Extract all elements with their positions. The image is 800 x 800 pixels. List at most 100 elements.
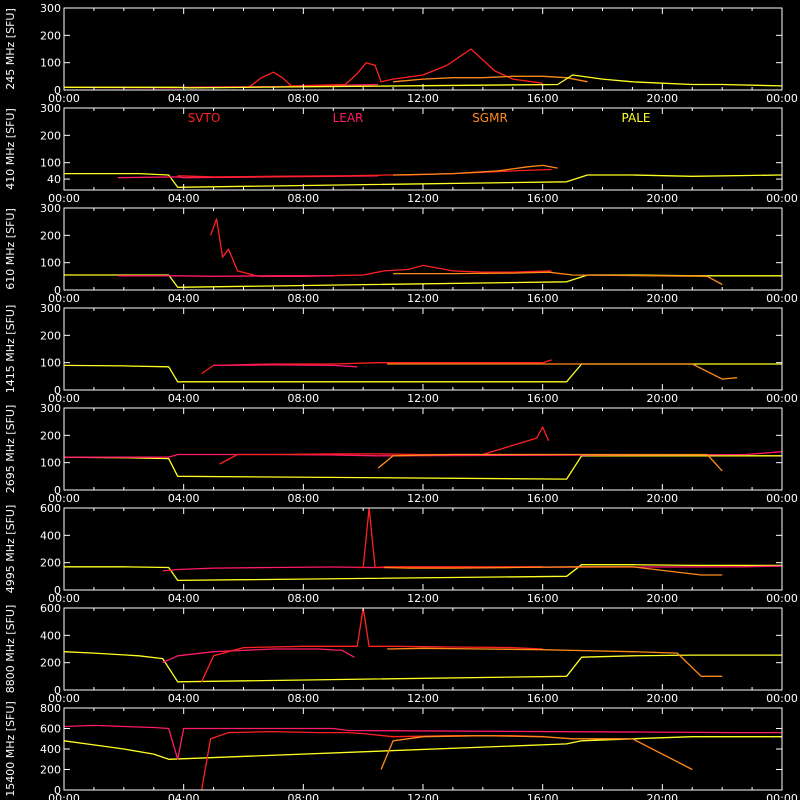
series-line-sgmr [377,453,723,472]
y-axis-label: 15400 MHz [SFU] [4,701,17,796]
x-tick-label: 00:00 [766,792,798,800]
x-tick-label: 16:00 [527,92,559,105]
x-tick-label: 00:00 [766,192,798,205]
x-tick-label: 12:00 [407,492,439,505]
panel-1: 40 100 200 300 00:00 04:00 08:00 12:00 16:00 20:0… [4,102,798,205]
x-tick-label: 16:00 [527,492,559,505]
panel-5: 0 200 400 600 00:00 04:00 08:00 12:00 16:00 20:00… [4,502,798,605]
y-tick-label: 300 [40,202,61,215]
y-tick-label: 200 [40,429,61,442]
x-tick-label: 16:00 [527,692,559,705]
y-tick-label: 200 [40,764,61,777]
y-tick-label: 0 [54,484,61,497]
series-line-lear [117,275,334,277]
x-tick-label: 20:00 [646,292,678,305]
x-tick-label: 20:00 [646,792,678,800]
series-line-pale [63,651,782,683]
x-tick-label: 00:00 [48,592,80,605]
y-tick-label: 100 [40,457,61,470]
x-tick-label: 12:00 [407,92,439,105]
series-line-sgmr [393,164,558,176]
x-tick-label: 12:00 [407,792,439,800]
series-line-pale [64,564,782,582]
series-line-pale [63,736,782,760]
legend-entry-svto: SVTO [188,111,221,125]
x-tick-label: 20:00 [646,492,678,505]
y-axis-label: 2695 MHz [SFU] [4,405,17,493]
panel-4: 0 100 200 300 00:00 04:00 08:00 12:00 16:00 20:00… [4,402,798,505]
x-tick-label: 20:00 [646,392,678,405]
x-tick-label: 20:00 [646,92,678,105]
y-tick-label: 100 [40,157,61,170]
x-tick-label: 08:00 [287,792,319,800]
x-tick-label: 04:00 [168,192,200,205]
y-tick-label: 100 [40,257,61,270]
x-tick-label: 16:00 [527,292,559,305]
series-line-svto [209,218,552,277]
series-line-sgmr [380,735,693,771]
series-line-svto [219,426,550,465]
x-tick-label: 00:00 [48,692,80,705]
y-tick-label: 200 [40,129,61,142]
x-tick-label: 04:00 [168,92,200,105]
y-tick-label: 200 [40,557,61,570]
x-tick-label: 20:00 [646,592,678,605]
series-line-sgmr [387,363,738,380]
x-tick-label: 00:00 [48,792,80,800]
x-tick-label: 08:00 [287,92,319,105]
x-tick-label: 00:00 [48,492,80,505]
y-tick-label: 100 [40,357,61,370]
y-tick-label: 100 [40,57,61,70]
x-tick-label: 08:00 [287,392,319,405]
y-tick-label: 600 [40,502,61,515]
x-tick-label: 12:00 [407,692,439,705]
panel-2: 0 100 200 300 00:00 04:00 08:00 12:00 16:00 20:00… [4,202,798,305]
x-tick-label: 04:00 [168,592,200,605]
y-tick-label: 0 [54,684,61,697]
series-line-lear [63,724,782,760]
y-tick-label: 40 [47,173,61,186]
panel-7: 0 200 400 600 800 00:00 04:00 08:00 12:00 16:00 20… [4,701,798,800]
x-tick-label: 04:00 [168,292,200,305]
x-tick-label: 04:00 [168,792,200,800]
series-line-sgmr [393,75,588,83]
y-tick-label: 300 [40,102,61,115]
x-tick-label: 08:00 [287,592,319,605]
y-tick-label: 0 [54,584,61,597]
x-tick-label: 12:00 [407,392,439,405]
y-tick-label: 200 [40,29,61,42]
x-tick-label: 16:00 [527,592,559,605]
series-line-sgmr [384,566,723,576]
x-tick-label: 08:00 [287,492,319,505]
x-tick-label: 04:00 [168,392,200,405]
legend-entry-sgmr: SGMR [472,111,508,125]
x-tick-label: 00:00 [766,692,798,705]
legend-entry-pale: PALE [622,111,651,125]
y-tick-label: 0 [54,784,61,797]
x-tick-label: 12:00 [407,292,439,305]
x-tick-label: 08:00 [287,692,319,705]
y-tick-label: 600 [40,723,61,736]
series-line-lear [162,565,783,572]
y-tick-label: 400 [40,529,61,542]
y-tick-label: 400 [40,743,61,756]
y-axis-label: 610 MHz [SFU] [4,208,17,289]
x-tick-label: 00:00 [766,92,798,105]
y-tick-label: 300 [40,302,61,315]
y-tick-label: 200 [40,657,61,670]
panel-6: 0 200 400 600 00:00 04:00 08:00 12:00 16:00 20:00… [4,602,798,705]
x-tick-label: 20:00 [646,692,678,705]
x-tick-label: 08:00 [287,292,319,305]
x-tick-label: 00:00 [766,392,798,405]
series-line-lear [213,364,358,368]
panel-3: 0 100 200 300 00:00 04:00 08:00 12:00 16:00 20:00… [4,302,798,405]
y-tick-label: 800 [40,702,61,715]
x-tick-label: 00:00 [48,292,80,305]
x-tick-label: 16:00 [527,792,559,800]
series-line-sgmr [393,271,723,286]
x-tick-label: 00:00 [48,92,80,105]
series-line-pale [63,455,782,480]
y-tick-label: 200 [40,229,61,242]
